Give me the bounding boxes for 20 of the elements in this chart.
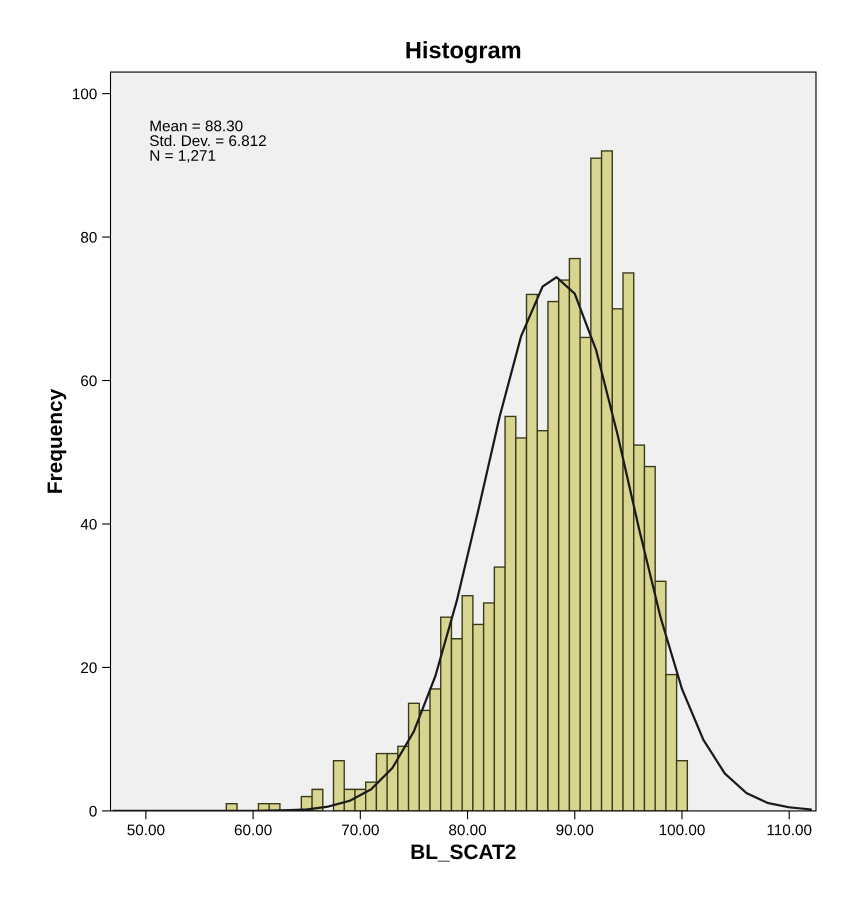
x-tick-label: 110.00: [768, 824, 812, 836]
y-tick-label: 40: [80, 518, 97, 530]
y-tick-label: 100: [72, 88, 97, 100]
x-tick-label: 90.00: [556, 824, 594, 836]
line-series: [112, 276, 812, 811]
y-tick-label: 60: [81, 375, 97, 386]
x-tick-label: 80.00: [449, 824, 486, 836]
annotation: N = 1,271: [150, 150, 216, 163]
y-axis-title: Frequency: [48, 388, 66, 493]
y-tick-label: 80: [80, 232, 97, 243]
annotation: Mean = 88.30: [150, 120, 243, 132]
x-tick-label: 50.00: [127, 824, 164, 836]
y-tick-label: 20: [81, 662, 97, 674]
y-tick-label: 0: [89, 806, 97, 817]
x-axis-title: BL_SCAT2: [412, 844, 516, 862]
annotation: Std. Dev. = 6.812: [150, 134, 266, 146]
x-tick-label: 70.00: [342, 824, 379, 836]
x-tick-label: 60.00: [234, 824, 272, 836]
chart-title: Histogram: [406, 41, 520, 64]
x-tick-label: 100.00: [660, 824, 705, 836]
